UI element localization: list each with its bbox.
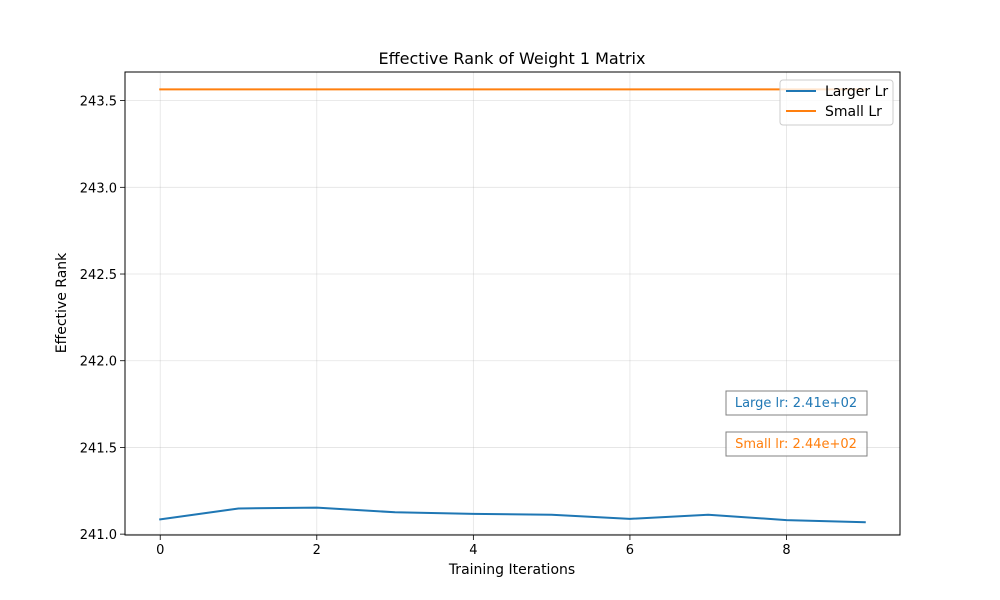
series-layer bbox=[159, 88, 866, 524]
series-line-larger-lr bbox=[159, 506, 866, 524]
annotation-small-lr-box bbox=[725, 431, 868, 457]
x-tick-label: 6 bbox=[626, 543, 634, 558]
y-tick-label: 242.5 bbox=[80, 268, 117, 283]
x-tick-label: 4 bbox=[469, 543, 477, 558]
y-tick-label: 241.0 bbox=[80, 528, 117, 543]
y-tick-label: 241.5 bbox=[80, 441, 117, 456]
x-tick-label: 8 bbox=[782, 543, 790, 558]
legend-label-small-lr: Small Lr bbox=[825, 104, 882, 120]
annotation-small-lr: Small lr: 2.44e+02 bbox=[725, 431, 868, 457]
y-tick-label: 243.5 bbox=[80, 95, 117, 110]
legend-label-larger-lr: Larger Lr bbox=[825, 84, 888, 100]
plot-frame bbox=[124, 71, 901, 536]
annotation-large-lr-box bbox=[725, 390, 868, 416]
legend: Larger Lr Small Lr bbox=[779, 79, 894, 126]
annotation-large-lr: Large lr: 2.41e+02 bbox=[725, 390, 868, 416]
chart-title: Effective Rank of Weight 1 Matrix bbox=[379, 49, 646, 68]
y-tick-label: 242.0 bbox=[80, 355, 117, 370]
annotation-small-lr-text: Small lr: 2.44e+02 bbox=[735, 437, 857, 452]
x-tick-label: 0 bbox=[156, 543, 164, 558]
y-tick-label: 243.0 bbox=[80, 181, 117, 196]
x-tick-label: 2 bbox=[313, 543, 321, 558]
x-axis: 0 2 4 6 8 bbox=[156, 535, 791, 558]
y-axis: 241.0 241.5 242.0 242.5 243.0 243.5 bbox=[80, 95, 125, 543]
annotation-large-lr-text: Large lr: 2.41e+02 bbox=[735, 396, 857, 411]
x-axis-label: Training Iterations bbox=[448, 562, 575, 578]
y-axis-label: Effective Rank bbox=[54, 252, 70, 353]
